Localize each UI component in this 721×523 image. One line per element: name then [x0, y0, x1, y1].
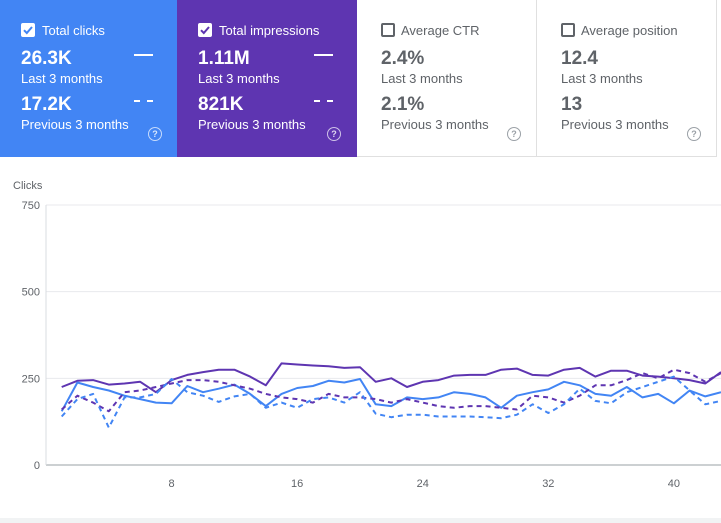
dashed-line-legend-icon: [134, 100, 153, 102]
y-axis-title: Clicks: [13, 180, 43, 192]
y-tick-label: 500: [22, 287, 40, 299]
metric-previous-value: 821K: [198, 94, 244, 115]
metric-label: Average position: [581, 23, 678, 38]
x-tick-label: 8: [169, 478, 175, 490]
metric-label: Total impressions: [219, 23, 320, 38]
y-tick-label: 0: [34, 460, 40, 472]
help-icon[interactable]: ?: [148, 127, 162, 141]
metric-current-period: Last 3 months: [198, 71, 280, 86]
x-tick-label: 24: [417, 478, 429, 490]
metric-current-period: Last 3 months: [381, 71, 463, 86]
current-period-series-line: [60, 378, 721, 412]
solid-line-legend-icon: [314, 54, 333, 56]
help-icon[interactable]: ?: [507, 127, 521, 141]
metric-previous-period: Previous 3 months: [21, 117, 129, 132]
metric-current-value: 1.11M: [198, 48, 250, 69]
help-icon[interactable]: ?: [327, 127, 341, 141]
metric-current-value: 2.4%: [381, 48, 425, 69]
previous-period-series-line: [60, 375, 721, 429]
metric-previous-period: Previous 3 months: [381, 117, 489, 132]
performance-chart: Clicks 0 250 500 750 8 16 24 32 40: [0, 160, 721, 500]
metric-current-period: Last 3 months: [561, 71, 643, 86]
checkbox-checked-icon[interactable]: [198, 23, 212, 37]
metric-current-value: 12.4: [561, 48, 598, 69]
metric-tile-total-clicks[interactable]: Total clicks 26.3K Last 3 months 17.2K P…: [0, 0, 177, 157]
metric-current-value: 26.3K: [21, 48, 72, 69]
metric-tiles: Total clicks 26.3K Last 3 months 17.2K P…: [0, 0, 721, 157]
metric-label: Average CTR: [401, 23, 480, 38]
dashed-line-legend-icon: [314, 100, 333, 102]
metric-previous-period: Previous 3 months: [198, 117, 306, 132]
previous-period-series-line: [61, 368, 721, 413]
solid-line-legend-icon: [134, 54, 153, 56]
line-chart: 0 250 500 750 8 16 24 32 40: [22, 200, 721, 490]
x-tick-label: 16: [291, 478, 303, 490]
metric-label: Total clicks: [42, 23, 105, 38]
metric-previous-value: 2.1%: [381, 94, 425, 115]
metric-previous-value: 13: [561, 94, 583, 115]
metric-tile-average-ctr[interactable]: Average CTR 2.4% Last 3 months 2.1% Prev…: [357, 0, 537, 157]
metric-previous-value: 17.2K: [21, 94, 72, 115]
y-tick-label: 750: [22, 200, 40, 212]
metric-tile-total-impressions[interactable]: Total impressions 1.11M Last 3 months 82…: [177, 0, 357, 157]
current-period-series-line: [61, 362, 721, 394]
checkbox-unchecked-icon[interactable]: [561, 23, 575, 37]
metric-current-period: Last 3 months: [21, 71, 103, 86]
y-tick-label: 250: [22, 373, 40, 385]
x-tick-label: 32: [542, 478, 554, 490]
metric-tile-average-position[interactable]: Average position 12.4 Last 3 months 13 P…: [537, 0, 717, 157]
checkbox-checked-icon[interactable]: [21, 23, 35, 37]
metric-previous-period: Previous 3 months: [561, 117, 669, 132]
help-icon[interactable]: ?: [687, 127, 701, 141]
x-tick-label: 40: [668, 478, 680, 490]
checkbox-unchecked-icon[interactable]: [381, 23, 395, 37]
